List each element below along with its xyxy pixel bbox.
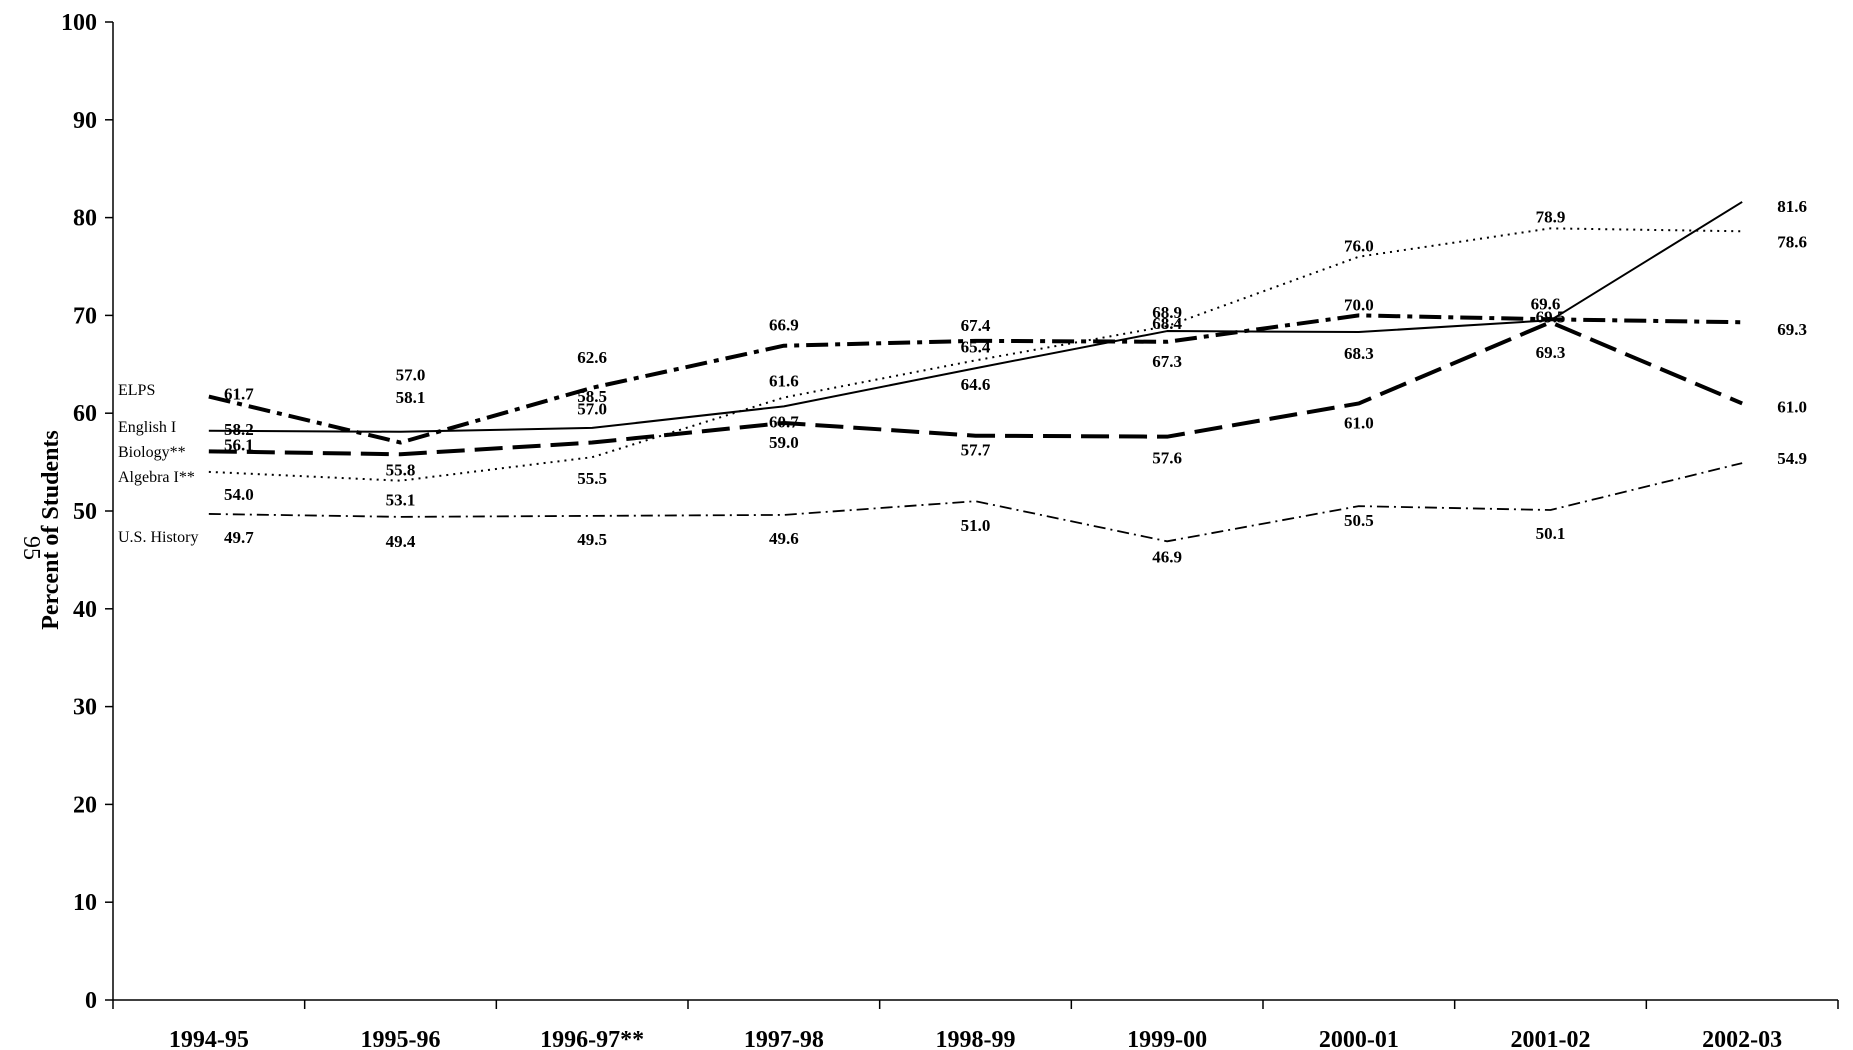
- data-label: 58.1: [396, 388, 426, 407]
- data-label: 57.6: [1152, 449, 1182, 468]
- data-label: 69.3: [1777, 320, 1807, 339]
- data-label: 69.3: [1536, 343, 1566, 362]
- x-tick-label: 1994-95: [169, 1027, 249, 1050]
- x-ticks: 1994-95 1995-96 1996-97** 1997-98 1998-99 199…: [112, 1000, 1839, 1050]
- data-label: 65.4: [961, 337, 991, 356]
- series-label: English I: [118, 419, 176, 436]
- data-label: 61.7: [224, 385, 254, 404]
- data-label: 55.8: [386, 460, 416, 479]
- series-lines: [208, 201, 1743, 543]
- data-label: 53.1: [386, 491, 416, 510]
- data-label: 69.5: [1536, 307, 1566, 326]
- y-tick-label: 50: [73, 499, 97, 525]
- x-tick-label: 2000-01: [1319, 1027, 1399, 1050]
- data-label: 49.7: [224, 528, 254, 547]
- data-label: 54.9: [1777, 449, 1807, 468]
- data-label: 76.0: [1344, 237, 1374, 256]
- series-label: U.S. History: [118, 529, 198, 546]
- data-label: 57.7: [961, 441, 991, 460]
- data-label: 56.1: [224, 435, 254, 454]
- series-line-biology: [208, 320, 1743, 457]
- y-tick-label: 10: [73, 890, 97, 916]
- x-tick-label: 1997-98: [744, 1027, 824, 1050]
- data-label: 68.3: [1344, 344, 1374, 363]
- data-label: 57.0: [396, 366, 426, 385]
- data-label: 81.6: [1777, 197, 1807, 216]
- page-number: 95: [18, 536, 44, 560]
- data-label: 57.0: [577, 400, 607, 419]
- axes: [112, 22, 1838, 1001]
- data-label: 50.5: [1344, 511, 1374, 530]
- series-label: Algebra I**: [118, 469, 195, 486]
- series-label: Biology**: [118, 444, 186, 461]
- y-tick-label: 30: [73, 695, 97, 721]
- data-label: 61.0: [1777, 397, 1807, 416]
- data-label: 66.9: [769, 316, 799, 335]
- data-label: 60.7: [769, 412, 799, 431]
- y-tick-label: 60: [73, 401, 97, 427]
- series-line-english-i: [208, 201, 1743, 433]
- data-label: 69.6: [1531, 294, 1561, 313]
- data-label: 68.9: [1152, 303, 1182, 322]
- series-labels: ELPS English I Biology** Algebra I** U.S. Hi…: [118, 382, 198, 546]
- data-label: 64.6: [961, 375, 991, 394]
- data-label: 51.0: [961, 516, 991, 535]
- x-tick-label: 2002-03: [1702, 1027, 1782, 1050]
- y-ticks: 0 10 20 30 40 50 60 70 80 90 100: [61, 10, 113, 1014]
- data-label: 59.0: [769, 433, 799, 452]
- data-label: 54.0: [224, 485, 254, 504]
- x-tick-label: 1996-97**: [540, 1027, 644, 1050]
- data-label: 50.1: [1536, 524, 1566, 543]
- data-label: 49.6: [769, 529, 799, 548]
- data-label: 68.4: [1152, 314, 1182, 333]
- data-label: 55.5: [577, 469, 607, 488]
- y-tick-label: 70: [73, 303, 97, 329]
- data-label: 67.4: [961, 316, 991, 335]
- series-line-elps: [208, 313, 1743, 445]
- x-tick-label: 1998-99: [936, 1027, 1016, 1050]
- data-label: 78.9: [1536, 207, 1566, 226]
- x-tick-label: 1995-96: [361, 1027, 441, 1050]
- data-label: 62.6: [577, 348, 607, 367]
- y-tick-label: 100: [61, 10, 97, 36]
- y-tick-label: 80: [73, 206, 97, 232]
- data-label: 70.0: [1344, 295, 1374, 314]
- data-label: 58.2: [224, 420, 254, 439]
- data-label: 49.5: [577, 530, 607, 549]
- y-tick-label: 40: [73, 597, 97, 623]
- data-label: 49.4: [386, 532, 416, 551]
- x-tick-label: 2001-02: [1511, 1027, 1591, 1050]
- y-tick-label: 20: [73, 792, 97, 818]
- series-label: ELPS: [118, 382, 155, 399]
- y-tick-label: 90: [73, 108, 97, 134]
- data-label: 58.5: [577, 387, 607, 406]
- x-tick-label: 1999-00: [1127, 1027, 1207, 1050]
- y-axis-title: Percent of Students: [38, 430, 64, 630]
- data-label: 67.3: [1152, 352, 1182, 371]
- y-tick-label: 0: [85, 988, 97, 1014]
- data-label: 61.6: [769, 372, 799, 391]
- data-label: 61.0: [1344, 413, 1374, 432]
- data-label: 46.9: [1152, 547, 1182, 566]
- data-label: 78.6: [1777, 232, 1807, 251]
- data-labels: 61.7 57.0 62.6 66.9 67.4 67.3 70.0 69.6 69.3 58.2…: [224, 197, 1807, 566]
